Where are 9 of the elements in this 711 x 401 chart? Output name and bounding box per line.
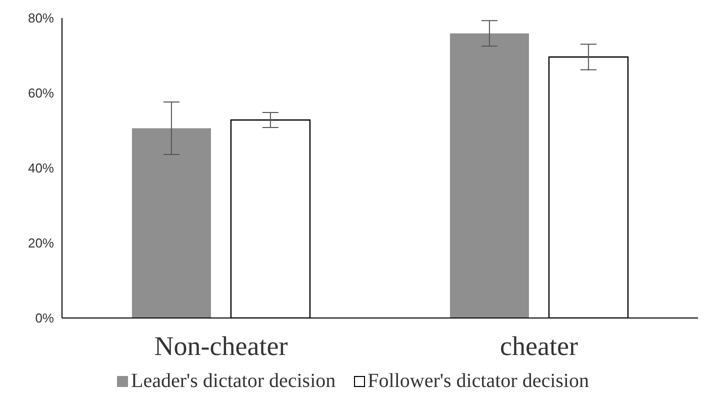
legend-label: Follower's dictator decision xyxy=(368,370,589,393)
x-tick-label: Non-cheater xyxy=(154,331,288,362)
y-tick-label: 40% xyxy=(28,160,54,176)
y-tick-label: 20% xyxy=(28,236,54,251)
x-tick-label: cheater xyxy=(500,331,578,362)
y-tick-label: 80% xyxy=(28,10,54,26)
legend-label: Leader's dictator decision xyxy=(131,370,336,393)
y-tick-label: 0% xyxy=(35,310,54,326)
y-tick-label: 60% xyxy=(28,86,54,101)
